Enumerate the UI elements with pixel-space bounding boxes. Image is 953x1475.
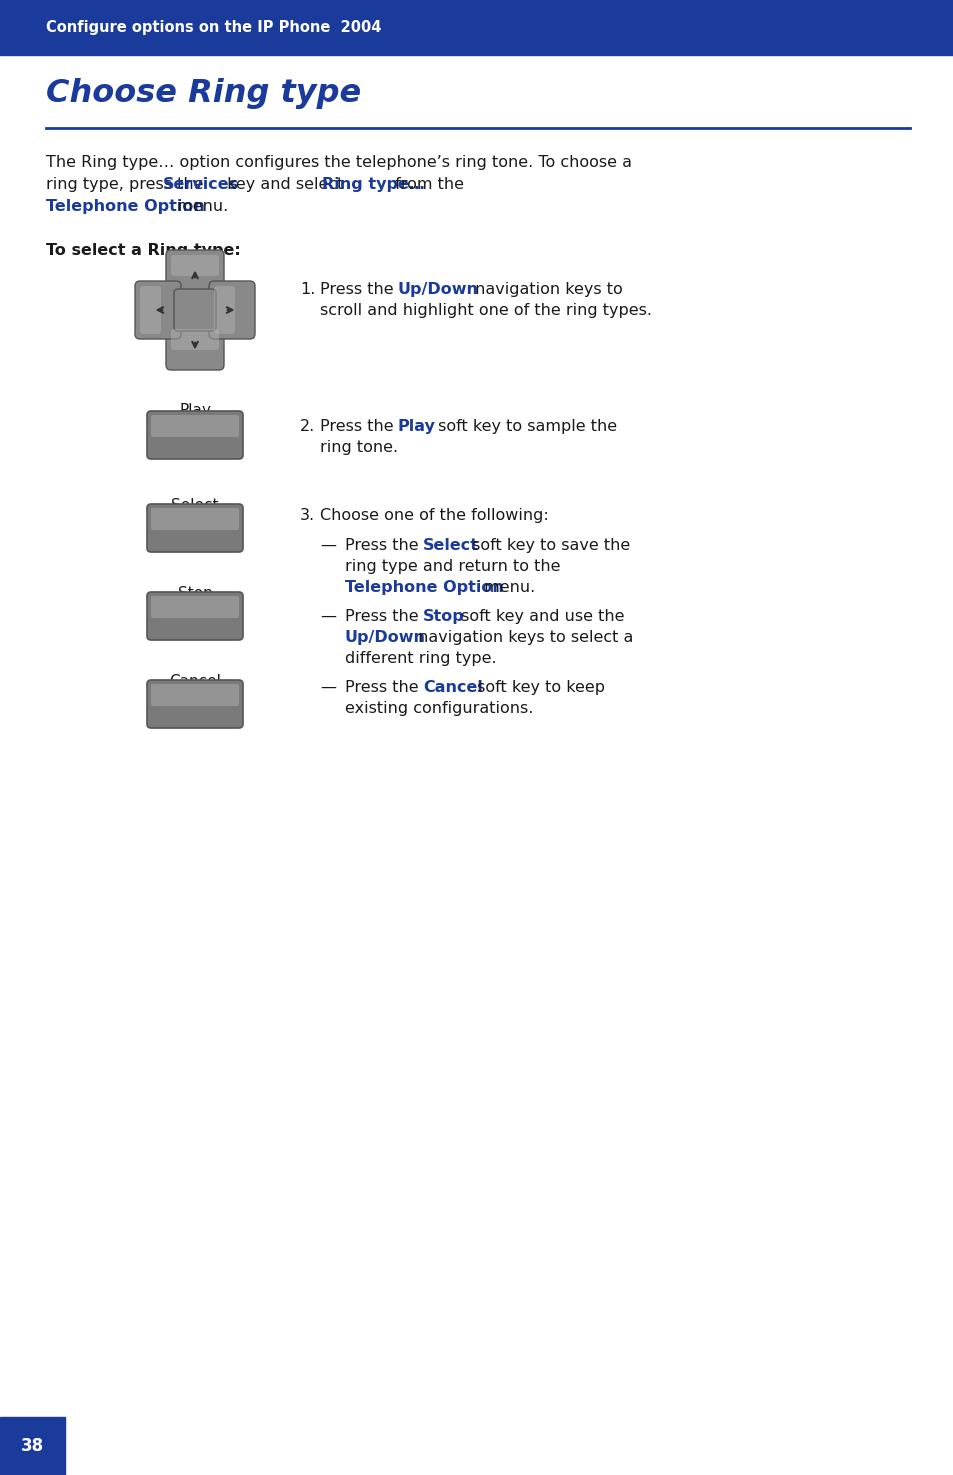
FancyBboxPatch shape [213,286,234,333]
Text: ring type, press the: ring type, press the [46,177,209,192]
Text: Play: Play [179,403,211,417]
Text: Choose Ring type: Choose Ring type [46,78,361,109]
Text: 3.: 3. [299,507,314,524]
FancyBboxPatch shape [166,324,224,370]
FancyBboxPatch shape [140,286,161,333]
Text: navigation keys to select a: navigation keys to select a [413,630,633,645]
Text: menu.: menu. [478,580,535,594]
Text: 1.: 1. [299,282,315,296]
Text: Select: Select [172,499,218,513]
Text: The Ring type… option configures the telephone’s ring tone. To choose a: The Ring type… option configures the tel… [46,155,631,170]
Text: Press the: Press the [319,282,398,296]
FancyBboxPatch shape [151,684,239,707]
FancyBboxPatch shape [147,412,243,459]
Text: key and select: key and select [222,177,348,192]
Bar [0,0,953,55]
FancyBboxPatch shape [147,680,243,729]
Text: Telephone Option: Telephone Option [46,199,205,214]
Text: scroll and highlight one of the ring types.: scroll and highlight one of the ring typ… [319,302,651,319]
FancyBboxPatch shape [135,282,181,339]
Text: Up/Down: Up/Down [345,630,426,645]
Text: soft key to save the: soft key to save the [467,538,630,553]
Text: existing configurations.: existing configurations. [345,701,533,715]
Text: Configure options on the IP Phone  2004: Configure options on the IP Phone 2004 [46,21,381,35]
Text: soft key and use the: soft key and use the [456,609,624,624]
Text: Press the: Press the [345,609,423,624]
Text: —: — [319,609,335,624]
Text: navigation keys to: navigation keys to [470,282,622,296]
Text: Cancel: Cancel [422,680,482,695]
FancyBboxPatch shape [166,249,224,296]
Text: ring type and return to the: ring type and return to the [345,559,560,574]
FancyBboxPatch shape [151,596,239,618]
FancyBboxPatch shape [171,255,219,276]
Text: Telephone Option: Telephone Option [345,580,503,594]
Text: 2.: 2. [299,419,314,434]
Text: Services: Services [163,177,239,192]
FancyBboxPatch shape [171,329,219,350]
FancyBboxPatch shape [151,507,239,530]
Text: Press the: Press the [345,538,423,553]
Text: Up/Down: Up/Down [397,282,478,296]
Text: from the: from the [390,177,463,192]
Text: menu.: menu. [172,199,228,214]
Text: —: — [319,538,335,553]
Text: 38: 38 [21,1437,44,1454]
Text: Play: Play [397,419,436,434]
Text: Press the: Press the [319,419,398,434]
Text: Ring type…: Ring type… [322,177,424,192]
Text: soft key to sample the: soft key to sample the [433,419,617,434]
Text: ring tone.: ring tone. [319,440,397,454]
Text: different ring type.: different ring type. [345,650,497,667]
FancyBboxPatch shape [209,282,254,339]
Bar [0,1417,65,1475]
FancyBboxPatch shape [147,504,243,552]
Text: —: — [319,680,335,695]
Text: Press the: Press the [345,680,423,695]
Text: Stop: Stop [422,609,464,624]
Text: Select: Select [422,538,478,553]
Text: Cancel: Cancel [169,674,221,689]
Text: Stop: Stop [177,586,213,600]
FancyBboxPatch shape [173,289,215,330]
FancyBboxPatch shape [151,414,239,437]
Text: Choose one of the following:: Choose one of the following: [319,507,548,524]
Text: soft key to keep: soft key to keep [472,680,604,695]
FancyBboxPatch shape [147,591,243,640]
Text: To select a Ring type:: To select a Ring type: [46,243,240,258]
